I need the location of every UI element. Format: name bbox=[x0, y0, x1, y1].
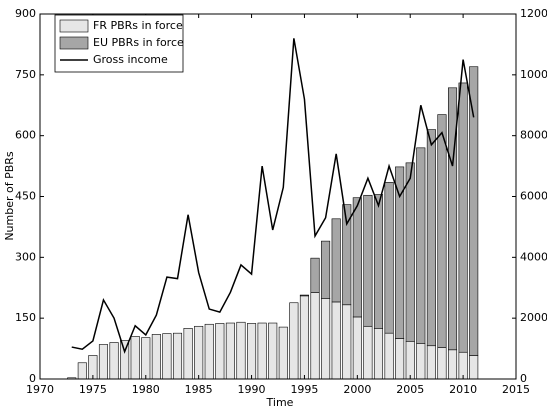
bar bbox=[130, 336, 140, 380]
legend: FR PBRs in force EU PBRs in force Gross in… bbox=[54, 14, 184, 73]
bar bbox=[469, 66, 479, 356]
bar bbox=[458, 82, 468, 353]
x-tick-label: 2000 bbox=[343, 383, 371, 396]
bar bbox=[172, 332, 183, 380]
y2-tick-label: 6000 bbox=[520, 190, 547, 203]
legend-label: Gross income bbox=[93, 53, 168, 66]
bar bbox=[342, 304, 352, 380]
bar bbox=[194, 325, 204, 380]
bar bbox=[469, 355, 479, 380]
bar bbox=[247, 323, 257, 380]
x-axis-label: Time bbox=[266, 396, 294, 409]
bar bbox=[77, 362, 87, 380]
bar bbox=[342, 204, 352, 306]
y2-tick-label: 0 bbox=[520, 372, 527, 385]
bar bbox=[448, 349, 458, 380]
x-tick-label: 2005 bbox=[396, 383, 424, 396]
bar bbox=[289, 302, 299, 380]
y2-tick-label: 12000 bbox=[520, 7, 547, 20]
bar bbox=[278, 326, 288, 380]
bar bbox=[373, 194, 384, 329]
bar bbox=[395, 338, 405, 380]
bar bbox=[225, 322, 235, 380]
bar bbox=[109, 342, 119, 380]
x-tick-label: 1980 bbox=[132, 383, 160, 396]
y-tick-label: 300 bbox=[15, 250, 36, 263]
bar bbox=[437, 347, 447, 380]
legend-label: EU PBRs in force bbox=[93, 36, 184, 49]
bar bbox=[151, 334, 161, 380]
bar bbox=[183, 328, 193, 380]
bar bbox=[204, 323, 214, 380]
bar bbox=[352, 316, 362, 380]
y2-tick-label: 2000 bbox=[520, 311, 547, 324]
bar bbox=[405, 340, 415, 380]
y-tick-label: 150 bbox=[15, 311, 36, 324]
bar bbox=[321, 240, 331, 300]
x-tick-label: 1975 bbox=[79, 383, 107, 396]
bar bbox=[98, 344, 108, 380]
bar bbox=[352, 197, 362, 318]
legend-label: FR PBRs in force bbox=[93, 19, 183, 32]
legend-swatch bbox=[59, 36, 89, 50]
x-tick-label: 2010 bbox=[449, 383, 477, 396]
bar bbox=[373, 328, 384, 380]
bar bbox=[416, 343, 426, 380]
bar bbox=[395, 166, 405, 339]
y-tick-label: 450 bbox=[15, 190, 36, 203]
bar bbox=[299, 294, 309, 297]
y2-tick-label: 8000 bbox=[520, 129, 547, 142]
bar bbox=[236, 321, 246, 380]
y2-tick-label: 10000 bbox=[520, 68, 547, 81]
y-tick-label: 600 bbox=[15, 129, 36, 142]
bar bbox=[141, 337, 151, 380]
bar bbox=[321, 298, 331, 380]
y-tick-label: 750 bbox=[15, 68, 36, 81]
bar bbox=[310, 292, 320, 380]
bar bbox=[268, 322, 278, 380]
bar bbox=[384, 182, 394, 334]
bar bbox=[257, 322, 267, 380]
legend-swatch bbox=[59, 19, 89, 33]
bar bbox=[448, 87, 458, 351]
bar bbox=[331, 301, 341, 380]
bar bbox=[458, 351, 468, 380]
x-tick-label: 1970 bbox=[26, 383, 54, 396]
bar bbox=[215, 323, 225, 380]
bar bbox=[331, 218, 341, 303]
x-tick-label: 1995 bbox=[290, 383, 318, 396]
bar bbox=[310, 257, 320, 293]
bar bbox=[426, 129, 436, 347]
bar bbox=[437, 114, 447, 348]
y-tick-label: 900 bbox=[15, 7, 36, 20]
y-tick-label: 0 bbox=[29, 372, 36, 385]
bar bbox=[416, 147, 426, 344]
x-tick-label: 1990 bbox=[238, 383, 266, 396]
bar bbox=[363, 325, 373, 380]
x-tick-label: 1985 bbox=[185, 383, 213, 396]
bar bbox=[162, 333, 172, 380]
y2-tick-label: 4000 bbox=[520, 250, 547, 263]
bar bbox=[426, 345, 436, 380]
bar bbox=[405, 162, 415, 342]
bar bbox=[299, 295, 309, 380]
line bbox=[71, 38, 475, 354]
x-tick-label: 2015 bbox=[502, 383, 530, 396]
bar bbox=[363, 194, 373, 327]
bar bbox=[384, 332, 394, 380]
y-axis-label: Number of PBRs bbox=[3, 151, 16, 241]
